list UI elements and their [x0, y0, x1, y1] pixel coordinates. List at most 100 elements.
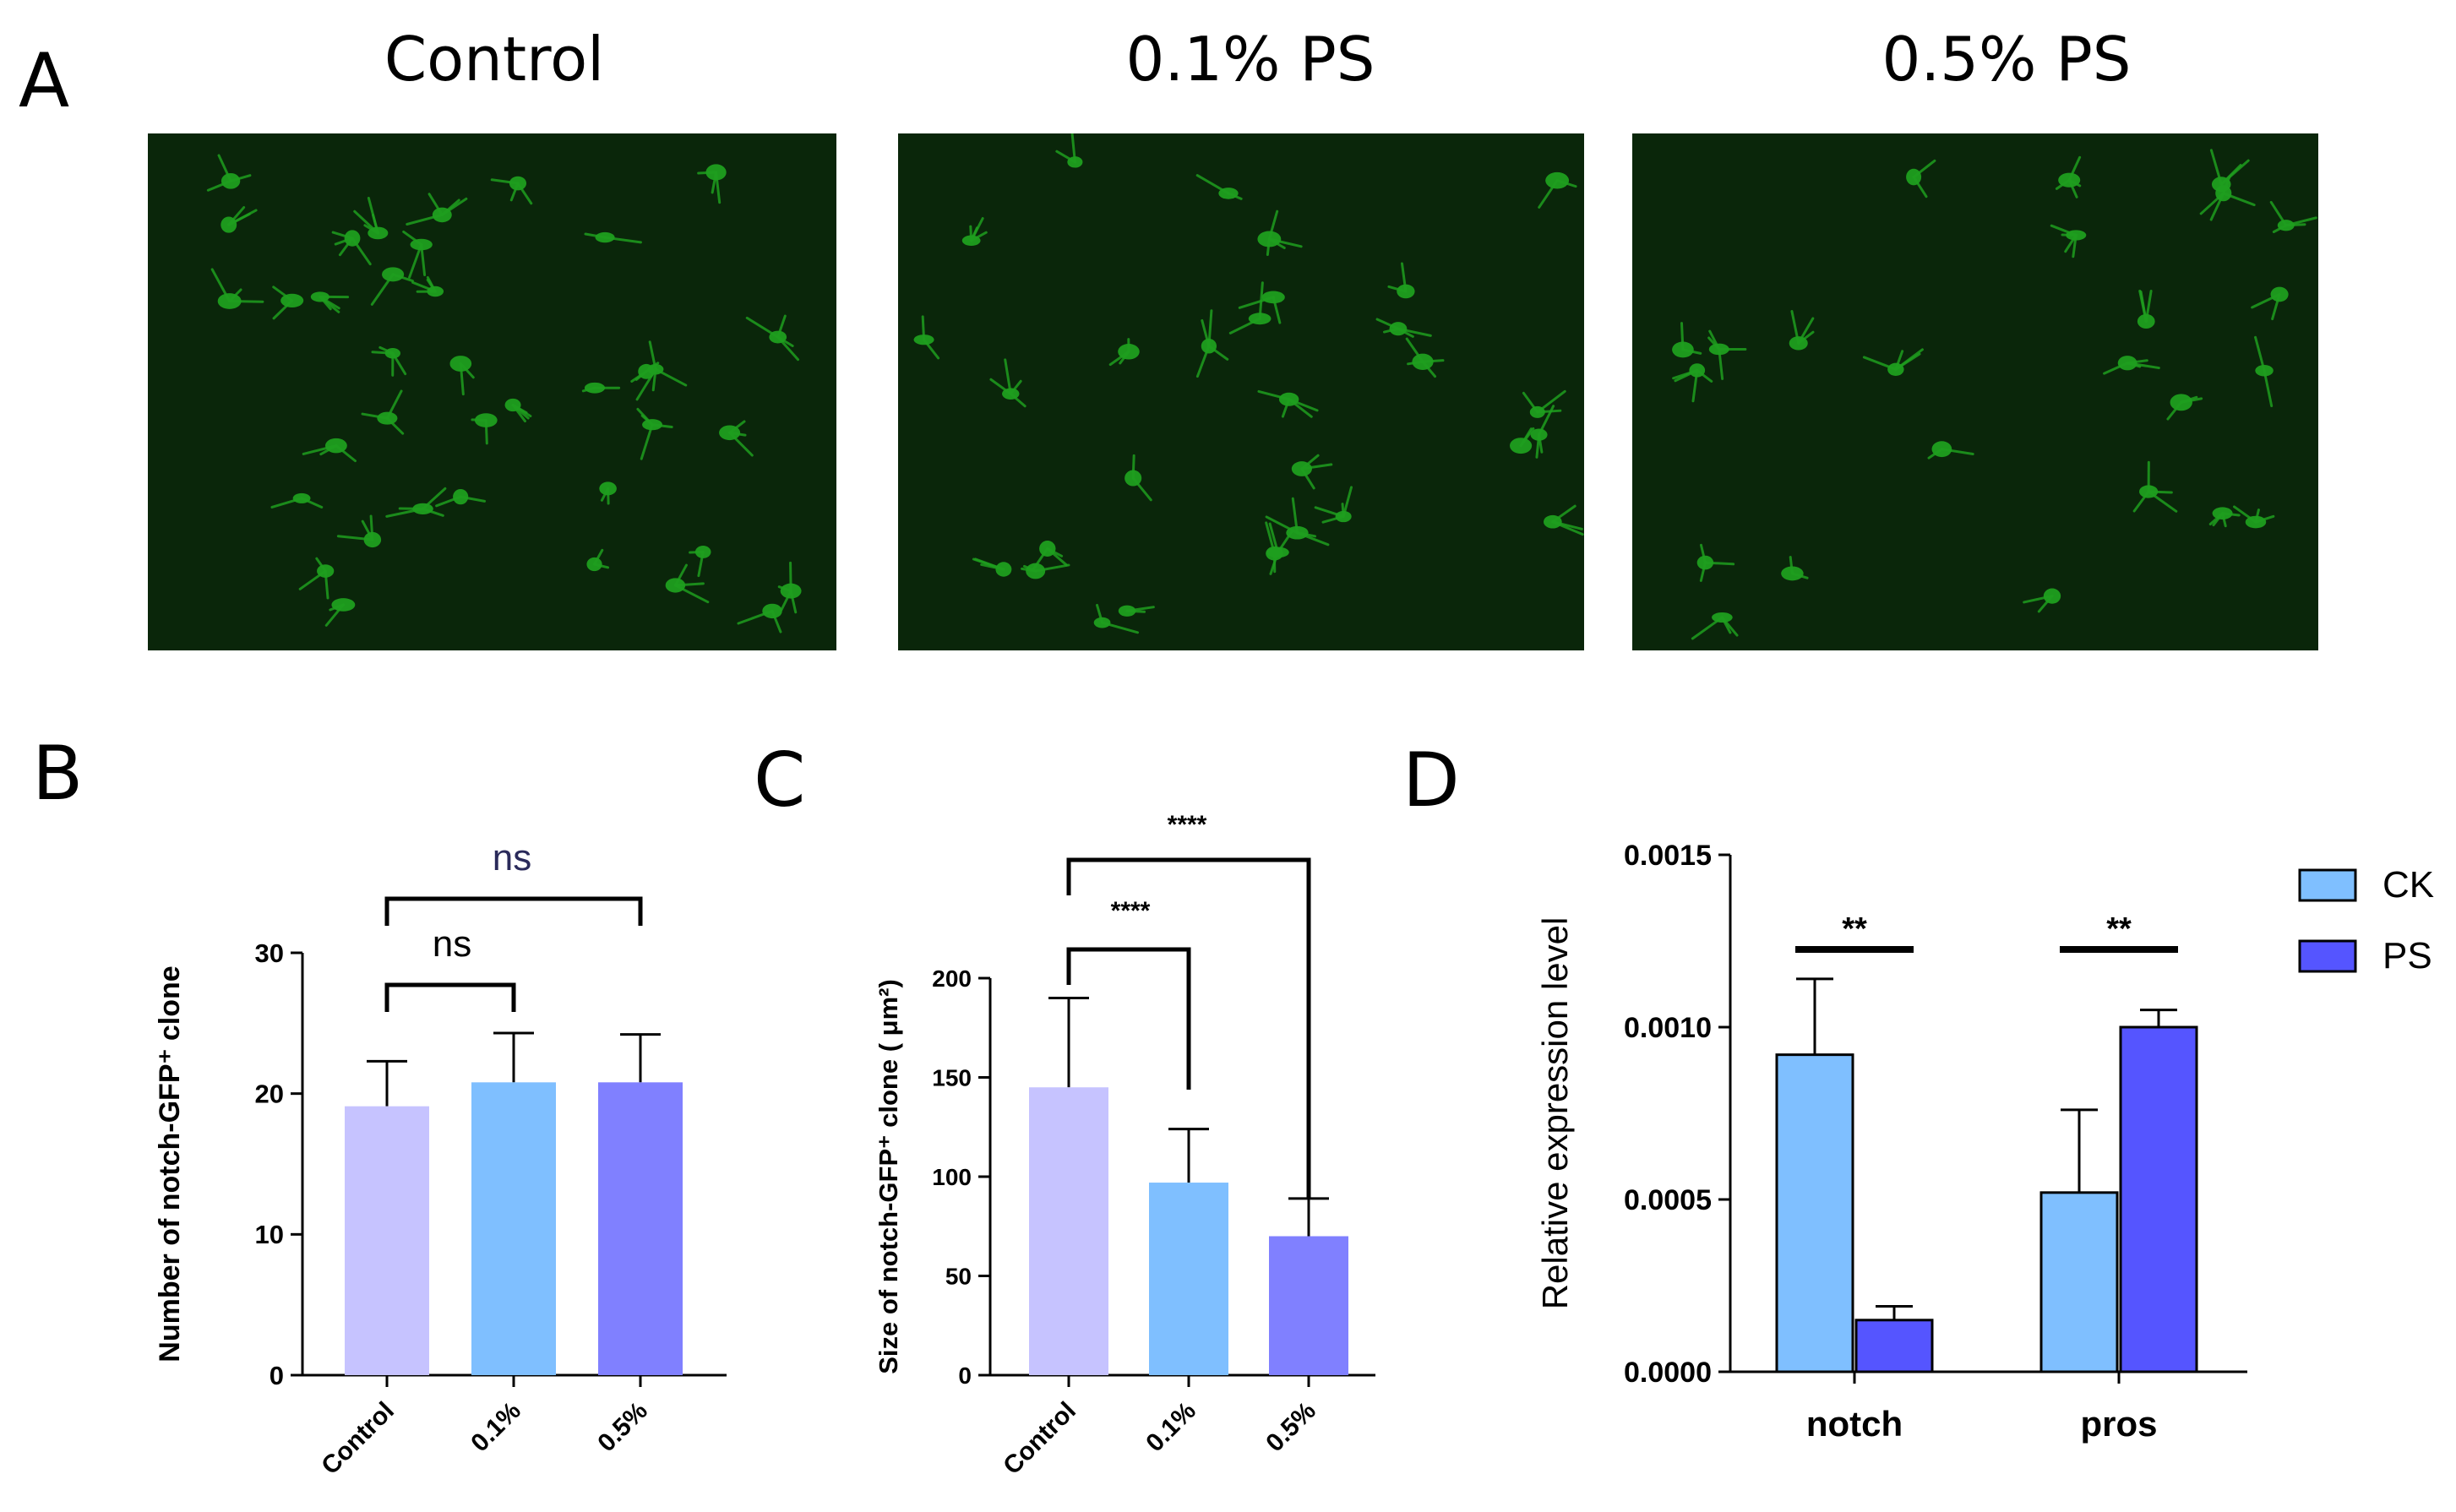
cell-body — [2211, 177, 2231, 193]
cell — [1093, 603, 1140, 634]
cell — [737, 603, 782, 634]
significance-label: ** — [1842, 911, 1867, 947]
panel-label-b: B — [32, 730, 84, 817]
cell-body — [410, 238, 433, 251]
cell-body — [1781, 566, 1804, 581]
cell — [361, 389, 405, 435]
cell — [336, 514, 382, 548]
cell — [961, 217, 988, 247]
cell — [1021, 563, 1070, 579]
cell-body — [2170, 394, 2192, 411]
cell — [1375, 318, 1432, 338]
cell — [1906, 159, 1936, 199]
cell — [2233, 505, 2275, 529]
cell-body — [1286, 525, 1309, 540]
cell — [1291, 454, 1333, 490]
bar-ps-pros — [2119, 1025, 2198, 1373]
cell-body — [1257, 231, 1282, 247]
cell-body — [2139, 485, 2159, 498]
cell — [1195, 309, 1229, 378]
cell — [504, 398, 532, 423]
cell-body — [719, 425, 741, 441]
cell-process — [1070, 133, 1076, 164]
cell — [1257, 389, 1319, 418]
image-title-0-5-ps: 0.5% PS — [1881, 24, 2132, 95]
cell — [1789, 310, 1815, 351]
bar-01 — [471, 1082, 556, 1375]
y-tick-label: 20 — [255, 1080, 284, 1109]
cell — [1691, 612, 1739, 640]
y-tick-label: 150 — [932, 1064, 972, 1090]
micrograph-0-5-ps — [1632, 133, 2318, 650]
cell — [206, 154, 252, 192]
cell-body — [665, 578, 686, 593]
cell-body — [509, 176, 527, 191]
cell-body — [1887, 362, 1904, 376]
cell — [697, 164, 727, 204]
cell — [777, 561, 802, 614]
cell-body — [599, 481, 617, 496]
cell-body — [1529, 405, 1545, 418]
bar-05 — [598, 1082, 683, 1375]
cell — [2132, 460, 2178, 513]
cell — [1195, 174, 1243, 200]
cell-body — [1039, 541, 1056, 557]
cell — [972, 557, 1012, 577]
cell — [1125, 454, 1152, 502]
cell-body — [1261, 291, 1285, 304]
cell-body — [412, 503, 433, 514]
y-tick-label: 0.0015 — [1624, 840, 1712, 872]
y-tick-label: 0.0005 — [1624, 1184, 1712, 1216]
cell-body — [694, 546, 711, 558]
cell-body — [1397, 284, 1415, 299]
cell-body — [2066, 230, 2087, 241]
cell-body — [2212, 507, 2233, 520]
cell — [2209, 149, 2250, 193]
cell — [324, 598, 356, 627]
cell — [490, 176, 533, 205]
cell — [310, 291, 350, 313]
cell — [1672, 363, 1713, 403]
cell-body — [1389, 322, 1408, 336]
significance-bracket — [1066, 947, 1191, 1090]
cell — [1266, 522, 1294, 575]
cell-body — [427, 286, 444, 297]
significance-label: **** — [1111, 897, 1151, 925]
cell-body — [2270, 286, 2289, 302]
cell-body — [913, 334, 934, 345]
cell-process — [640, 423, 654, 460]
cell — [298, 557, 335, 600]
cell — [1387, 262, 1415, 299]
cell — [2269, 200, 2317, 233]
cell-body — [705, 164, 727, 181]
cell-body — [2058, 172, 2081, 188]
micrograph-background — [1632, 133, 2318, 650]
cell-body — [2277, 220, 2295, 231]
cell-body — [384, 348, 400, 359]
cell-body — [1906, 168, 1922, 186]
cell — [636, 407, 673, 460]
cell-body — [1118, 605, 1136, 617]
cell — [331, 230, 372, 266]
cell-body — [961, 235, 981, 247]
cell — [411, 275, 444, 297]
significance-label: ns — [433, 923, 471, 965]
micrograph-control — [148, 133, 836, 650]
cell — [1538, 171, 1577, 209]
cell-body — [1510, 438, 1533, 454]
y-tick-label: 10 — [255, 1220, 284, 1249]
cell-body — [2137, 313, 2155, 329]
cell-body — [1067, 156, 1083, 168]
bar-01 — [1149, 1183, 1228, 1375]
cell-body — [1278, 392, 1299, 406]
cell — [2023, 588, 2061, 613]
cell-body — [363, 531, 382, 548]
cell — [370, 267, 414, 306]
cell — [272, 286, 304, 320]
cell — [210, 268, 264, 309]
cell-body — [221, 172, 241, 189]
cell — [449, 356, 475, 396]
cell-body — [1545, 171, 1570, 189]
